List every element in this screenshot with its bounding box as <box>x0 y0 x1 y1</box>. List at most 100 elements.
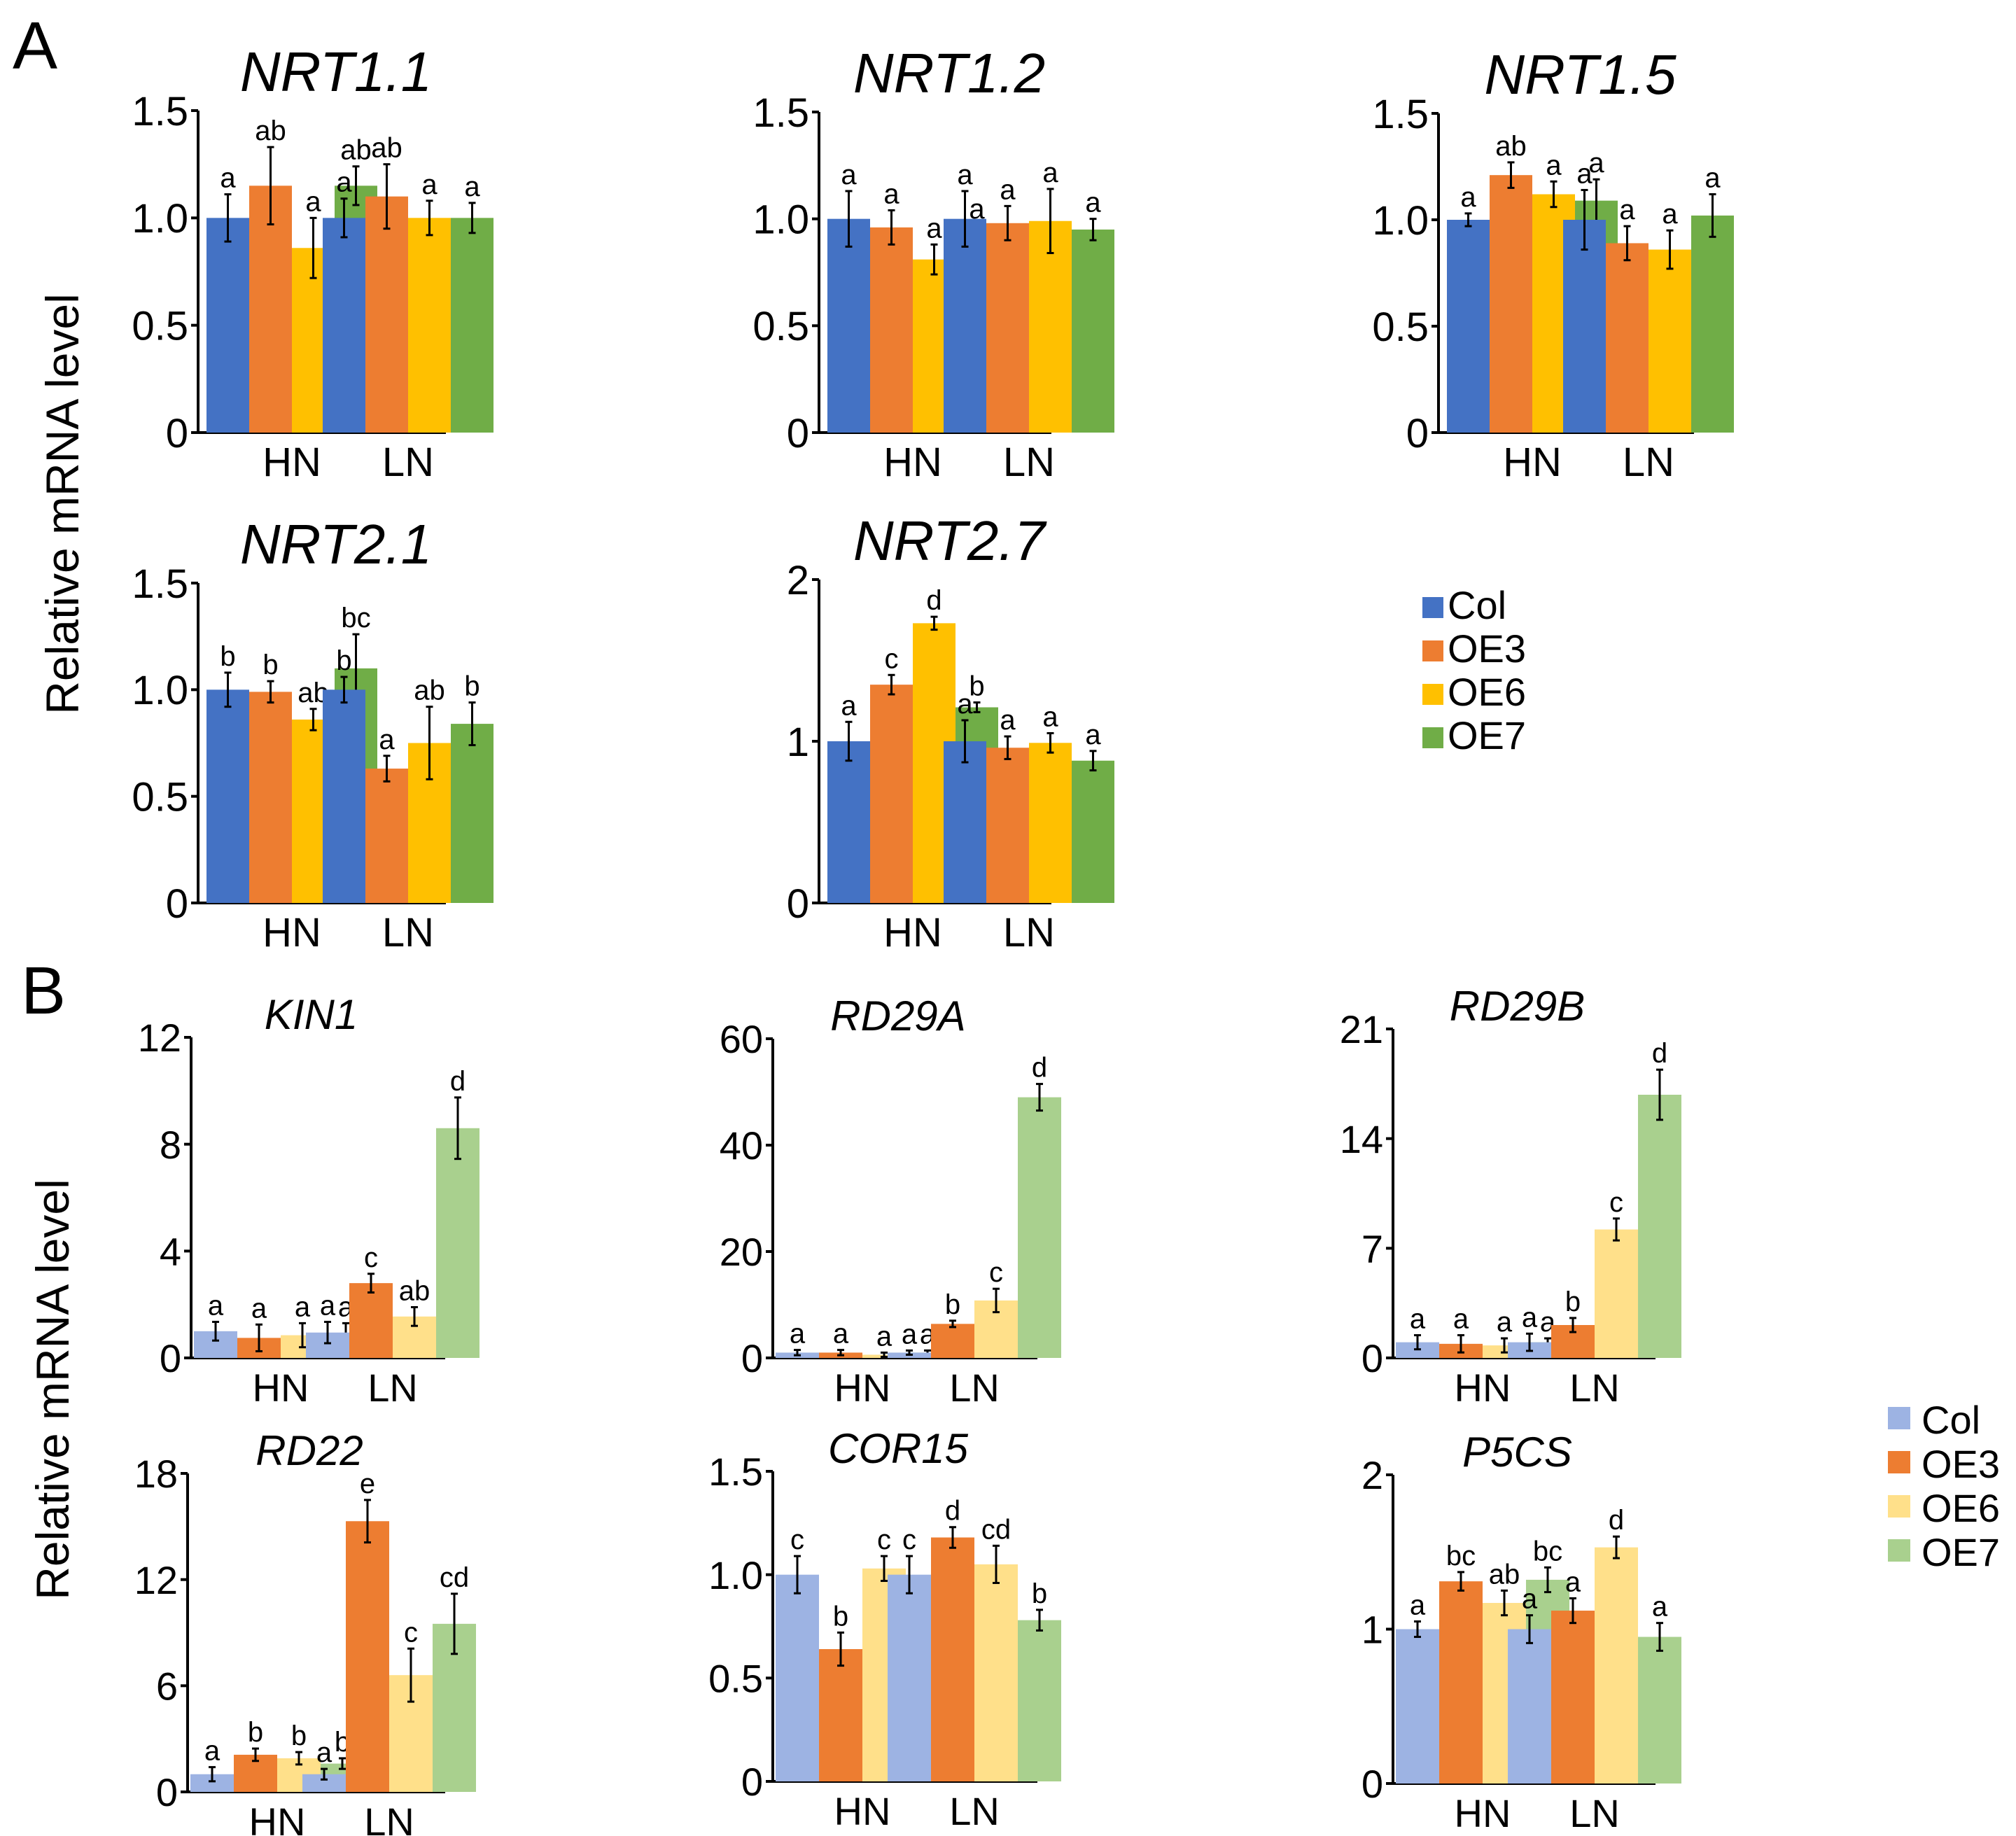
significance-letter: bc <box>1533 1536 1562 1567</box>
significance-letter: a <box>1453 1304 1469 1335</box>
significance-letter: a <box>1619 195 1635 225</box>
significance-letter: b <box>464 671 479 702</box>
significance-letter: a <box>379 724 395 755</box>
y-tick-label: 1.5 <box>132 89 188 134</box>
y-tick-label: 8 <box>160 1123 181 1167</box>
y-tick-label: 2 <box>1362 1453 1383 1497</box>
x-category-label: HN <box>834 1789 891 1833</box>
x-category-label: LN <box>382 910 434 955</box>
significance-letter: b <box>945 1289 960 1320</box>
y-tick-label: 0 <box>160 1336 181 1380</box>
y-tick-label: 1.0 <box>752 197 809 243</box>
significance-letter: a <box>1652 1592 1668 1623</box>
chart-title: NRT1.2 <box>853 42 1045 104</box>
x-category-label: HN <box>1503 440 1562 485</box>
significance-letter: b <box>220 641 235 672</box>
y-tick-label: 0 <box>1406 411 1429 456</box>
bar-ln-oe3 <box>931 1537 974 1781</box>
significance-letter: c <box>885 643 899 674</box>
significance-letter: a <box>1410 1304 1426 1335</box>
bar-ln-oe3 <box>346 1521 389 1792</box>
bar-hn-col <box>1447 220 1490 433</box>
y-tick-label: 1.5 <box>132 561 188 607</box>
significance-letter: b <box>336 645 351 676</box>
bar-ln-oe7 <box>1691 215 1734 433</box>
legend-b-label-oe3: OE3 <box>1921 1442 2000 1486</box>
y-tick-label: 2 <box>787 558 809 603</box>
y-tick-label: 0 <box>741 1336 763 1380</box>
significance-letter: c <box>989 1257 1003 1288</box>
bar-ln-col <box>888 1574 931 1781</box>
y-tick-label: 1.5 <box>708 1450 763 1494</box>
legend-a-label-oe7: OE7 <box>1448 713 1526 757</box>
bar-ln-oe7 <box>451 218 493 433</box>
significance-letter: a <box>208 1290 224 1321</box>
y-tick-label: 12 <box>138 1016 181 1060</box>
y-tick-label: 0 <box>787 411 809 456</box>
y-tick-label: 40 <box>720 1123 763 1168</box>
significance-letter: b <box>1032 1578 1047 1609</box>
significance-letter: bc <box>1446 1541 1476 1571</box>
bar-hn-oe3 <box>870 685 913 903</box>
y-tick-label: 0.5 <box>1372 304 1429 350</box>
legend-a: Col OE3 OE6 OE7 <box>1422 583 1526 757</box>
x-category-label: LN <box>1623 440 1674 485</box>
significance-letter: a <box>251 1293 267 1324</box>
significance-letter: d <box>1032 1053 1047 1084</box>
x-category-label: LN <box>368 1366 418 1410</box>
significance-letter: ab <box>1495 131 1527 162</box>
significance-letter: a <box>841 690 857 721</box>
significance-letter: a <box>464 171 480 202</box>
x-category-label: HN <box>262 440 321 485</box>
significance-letter: a <box>1704 163 1721 194</box>
x-category-label: LN <box>1003 910 1055 955</box>
significance-letter: c <box>364 1242 378 1273</box>
chart-title: RD22 <box>255 1427 363 1474</box>
significance-letter: a <box>957 160 973 190</box>
bar-ln-oe7 <box>1018 1620 1061 1781</box>
x-category-label: LN <box>382 440 434 485</box>
y-tick-label: 14 <box>1340 1117 1383 1161</box>
x-category-label: LN <box>1003 440 1055 485</box>
y-tick-label: 4 <box>160 1229 181 1273</box>
legend-a-swatch-col <box>1422 597 1443 618</box>
bar-ln-oe6 <box>1029 743 1072 903</box>
y-tick-label: 0 <box>166 881 188 927</box>
significance-letter: b <box>262 650 278 680</box>
chart-title: NRT2.1 <box>240 513 432 575</box>
bar-ln-oe7 <box>436 1128 479 1358</box>
legend-a-swatch-oe7 <box>1422 727 1443 748</box>
y-tick-label: 1.0 <box>132 668 188 713</box>
bar-ln-oe3 <box>986 223 1029 433</box>
x-category-label: HN <box>262 910 321 955</box>
significance-letter: a <box>421 169 438 200</box>
significance-letter: a <box>1000 174 1016 205</box>
bar-hn-oe3 <box>819 1648 862 1781</box>
significance-letter: b <box>291 1721 307 1751</box>
bar-hn-oe3 <box>1439 1581 1483 1784</box>
significance-letter: ab <box>399 1275 430 1306</box>
significance-letter: a <box>1460 182 1476 213</box>
significance-letter: a <box>902 1319 918 1350</box>
bar-ln-oe3 <box>365 196 408 433</box>
significance-letter: a <box>1522 1584 1538 1615</box>
bar-hn-oe3 <box>870 227 913 433</box>
bar-ln-oe7 <box>1638 1095 1681 1358</box>
bar-ln-oe7 <box>1018 1097 1061 1358</box>
significance-letter: a <box>1588 148 1604 178</box>
y-tick-label: 60 <box>720 1017 763 1061</box>
bar-ln-oe6 <box>408 218 451 433</box>
bar-hn-col <box>827 218 870 433</box>
bar-ln-oe7 <box>451 724 493 903</box>
legend-b-swatch-oe3 <box>1888 1451 1910 1473</box>
y-tick-label: 0.5 <box>752 304 809 349</box>
significance-letter: b <box>833 1601 848 1632</box>
significance-letter: a <box>336 167 352 198</box>
significance-letter: a <box>841 160 857 190</box>
y-tick-label: 1.5 <box>1372 92 1429 137</box>
